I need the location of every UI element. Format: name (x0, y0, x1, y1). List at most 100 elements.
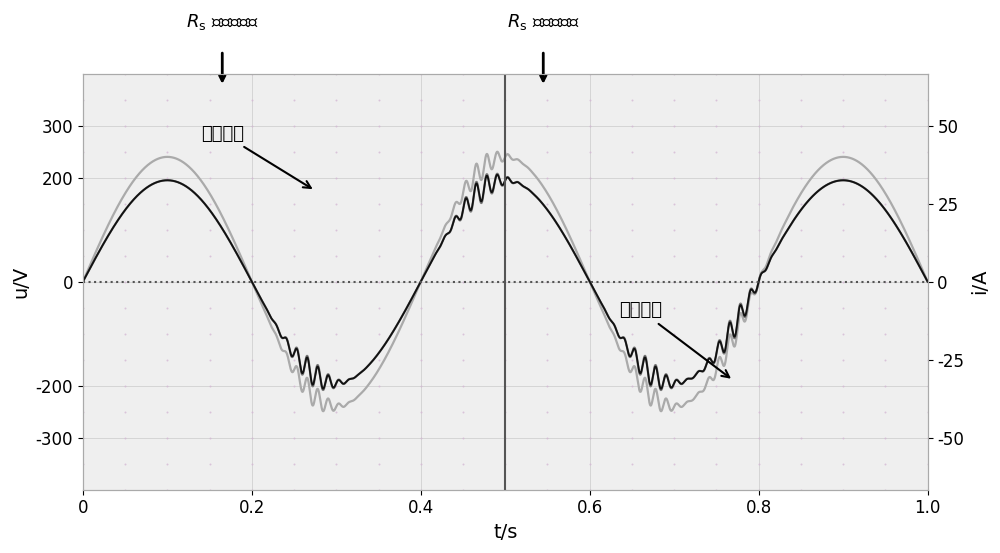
Point (624, 329, 640, 338)
Point (286, 95, 302, 104)
Point (835, 69, 851, 78)
Point (666, 147, 682, 156)
Point (202, 433, 218, 442)
Point (582, 381, 598, 390)
Point (497, 485, 513, 494)
Point (244, 121, 260, 130)
Point (877, 381, 893, 390)
Point (582, 355, 598, 364)
Point (751, 459, 767, 468)
Point (835, 277, 851, 286)
Point (159, 355, 175, 364)
Point (751, 303, 767, 312)
Point (117, 459, 133, 468)
Point (835, 407, 851, 416)
Point (413, 69, 429, 78)
Point (117, 277, 133, 286)
Point (159, 459, 175, 468)
Text: $R_\mathrm{s}$ 第一次故障: $R_\mathrm{s}$ 第一次故障 (186, 12, 259, 32)
Point (751, 433, 767, 442)
Point (117, 329, 133, 338)
Point (413, 407, 429, 416)
Point (75, 69, 91, 78)
Point (751, 381, 767, 390)
Point (159, 147, 175, 156)
Point (582, 303, 598, 312)
Point (793, 381, 809, 390)
Point (286, 381, 302, 390)
Point (920, 355, 936, 364)
Point (328, 277, 344, 286)
Point (75, 407, 91, 416)
Point (286, 147, 302, 156)
Point (793, 407, 809, 416)
Point (413, 199, 429, 208)
Point (413, 121, 429, 130)
Point (539, 381, 555, 390)
Point (835, 251, 851, 260)
Point (413, 225, 429, 234)
Point (666, 459, 682, 468)
Point (244, 251, 260, 260)
Point (539, 303, 555, 312)
Point (117, 433, 133, 442)
X-axis label: t/s: t/s (493, 523, 517, 542)
Point (497, 251, 513, 260)
Point (328, 121, 344, 130)
Point (624, 381, 640, 390)
Point (793, 225, 809, 234)
Point (624, 407, 640, 416)
Point (328, 355, 344, 364)
Point (328, 381, 344, 390)
Point (751, 69, 767, 78)
Point (793, 147, 809, 156)
Point (751, 121, 767, 130)
Point (202, 147, 218, 156)
Point (202, 251, 218, 260)
Point (159, 251, 175, 260)
Point (539, 251, 555, 260)
Point (159, 95, 175, 104)
Point (582, 147, 598, 156)
Point (244, 303, 260, 312)
Point (244, 199, 260, 208)
Point (666, 173, 682, 182)
Point (835, 147, 851, 156)
Point (117, 355, 133, 364)
Point (244, 355, 260, 364)
Point (455, 485, 471, 494)
Point (371, 433, 387, 442)
Point (835, 173, 851, 182)
Point (877, 225, 893, 234)
Point (159, 329, 175, 338)
Point (117, 199, 133, 208)
Point (371, 329, 387, 338)
Point (286, 277, 302, 286)
Point (666, 407, 682, 416)
Point (159, 69, 175, 78)
Point (455, 433, 471, 442)
Point (666, 277, 682, 286)
Point (328, 225, 344, 234)
Point (413, 433, 429, 442)
Point (497, 121, 513, 130)
Point (286, 329, 302, 338)
Point (539, 173, 555, 182)
Point (244, 433, 260, 442)
Point (877, 251, 893, 260)
Point (793, 95, 809, 104)
Point (751, 199, 767, 208)
Point (666, 303, 682, 312)
Point (117, 121, 133, 130)
Point (117, 407, 133, 416)
Point (708, 329, 724, 338)
Point (328, 95, 344, 104)
Point (202, 121, 218, 130)
Point (371, 251, 387, 260)
Point (624, 485, 640, 494)
Point (455, 121, 471, 130)
Point (624, 251, 640, 260)
Point (117, 251, 133, 260)
Point (666, 95, 682, 104)
Point (708, 199, 724, 208)
